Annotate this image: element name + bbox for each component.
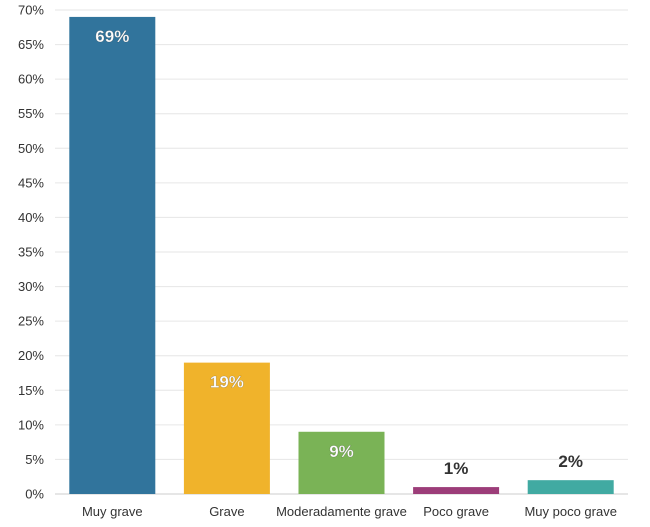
- bar-4: [527, 480, 614, 494]
- y-tick-label: 35%: [18, 245, 44, 260]
- y-tick-label: 20%: [18, 348, 44, 363]
- y-tick-label: 50%: [18, 141, 44, 156]
- y-tick-label: 0%: [25, 487, 44, 502]
- bar-0: [69, 16, 156, 495]
- y-axis-ticks: 0% 5% 10% 15% 20% 25% 30% 35% 40% 45% 50% 55% 60% 65%…: [18, 3, 44, 502]
- y-tick-label: 30%: [18, 279, 44, 294]
- bars: [69, 16, 614, 495]
- x-axis-ticks: Muy grave Grave Moderadamente grave Poco gr…: [82, 504, 617, 519]
- y-tick-label: 10%: [18, 417, 44, 432]
- x-tick-label: Muy poco grave: [524, 504, 617, 519]
- y-tick-label: 40%: [18, 210, 44, 225]
- y-tick-label: 60%: [18, 72, 44, 87]
- bar-1: [183, 362, 270, 494]
- data-label: 2%: [558, 452, 583, 471]
- data-label: 19%: [210, 373, 244, 392]
- bar-2: [298, 431, 385, 494]
- y-tick-label: 45%: [18, 175, 44, 190]
- y-tick-label: 55%: [18, 106, 44, 121]
- x-tick-label: Moderadamente grave: [276, 504, 407, 519]
- y-tick-label: 70%: [18, 3, 44, 18]
- data-labels: 69% 19% 9% 1% 2%: [95, 27, 583, 478]
- data-label: 9%: [329, 442, 354, 461]
- y-tick-label: 15%: [18, 383, 44, 398]
- y-tick-label: 25%: [18, 314, 44, 329]
- bar-3: [413, 487, 500, 494]
- x-tick-label: Grave: [209, 504, 244, 519]
- data-label: 69%: [95, 27, 129, 46]
- y-tick-label: 5%: [25, 452, 44, 467]
- x-tick-label: Muy grave: [82, 504, 143, 519]
- x-tick-label: Poco grave: [423, 504, 489, 519]
- y-tick-label: 65%: [18, 37, 44, 52]
- data-label: 1%: [444, 459, 469, 478]
